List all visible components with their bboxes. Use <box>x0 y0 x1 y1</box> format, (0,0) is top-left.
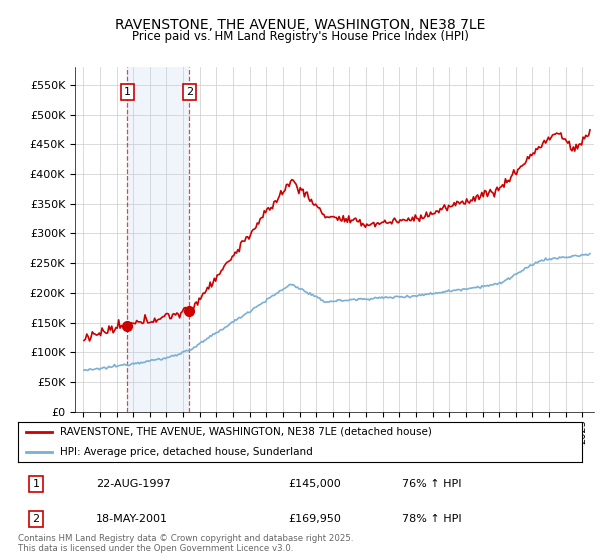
Text: 76% ↑ HPI: 76% ↑ HPI <box>402 479 461 489</box>
Text: HPI: Average price, detached house, Sunderland: HPI: Average price, detached house, Sund… <box>60 447 313 457</box>
Text: 18-MAY-2001: 18-MAY-2001 <box>96 514 168 524</box>
Text: 1: 1 <box>32 479 40 489</box>
Bar <box>127 67 190 412</box>
Text: 2: 2 <box>186 87 193 97</box>
Text: 1: 1 <box>124 87 131 97</box>
Text: 22-AUG-1997: 22-AUG-1997 <box>96 479 171 489</box>
Text: Price paid vs. HM Land Registry's House Price Index (HPI): Price paid vs. HM Land Registry's House … <box>131 30 469 43</box>
Text: RAVENSTONE, THE AVENUE, WASHINGTON, NE38 7LE: RAVENSTONE, THE AVENUE, WASHINGTON, NE38… <box>115 18 485 32</box>
Text: RAVENSTONE, THE AVENUE, WASHINGTON, NE38 7LE (detached house): RAVENSTONE, THE AVENUE, WASHINGTON, NE38… <box>60 427 432 437</box>
Text: £145,000: £145,000 <box>288 479 341 489</box>
Text: 2: 2 <box>32 514 40 524</box>
Text: Contains HM Land Registry data © Crown copyright and database right 2025.
This d: Contains HM Land Registry data © Crown c… <box>18 534 353 553</box>
Text: 78% ↑ HPI: 78% ↑ HPI <box>402 514 461 524</box>
Text: £169,950: £169,950 <box>288 514 341 524</box>
